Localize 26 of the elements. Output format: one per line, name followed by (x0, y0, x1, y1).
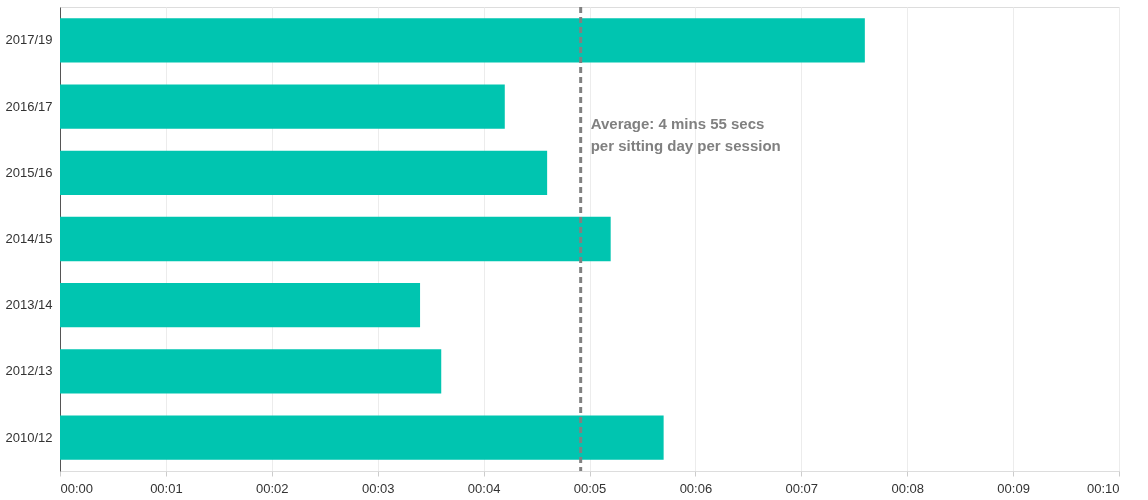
bar (60, 216, 611, 262)
annotation: Average: 4 mins 55 secs per sitting day per session (590, 115, 781, 154)
bar (60, 283, 421, 328)
x-tick-label: 00:07 (785, 480, 819, 496)
bar (60, 415, 664, 460)
x-tick-label: 00:08 (891, 480, 924, 496)
y-tick-label: 2013/14 (5, 297, 53, 313)
y-tick-label: 2016/17 (5, 98, 53, 114)
x-tick-label: 00:04 (467, 480, 501, 496)
bar (60, 84, 505, 129)
x-tick-label: 00:00 (60, 480, 94, 496)
x-tick-label: 00:10 (1086, 480, 1120, 496)
x-tick-label: 00:01 (150, 480, 183, 496)
x-tick-label: 00:02 (256, 480, 289, 496)
y-tick-label: 2010/12 (5, 429, 53, 445)
x-tick-label: 00:06 (679, 480, 713, 496)
bar (60, 18, 865, 63)
bar (60, 349, 442, 394)
y-tick-label: 2017/19 (5, 32, 53, 48)
x-tick-label: 00:03 (361, 480, 395, 496)
y-tick-label: 2012/13 (5, 363, 53, 379)
x-tick-label: 00:05 (573, 480, 607, 496)
y-tick-label: 2014/15 (5, 231, 53, 246)
x-tick-label: 00:09 (997, 480, 1030, 496)
y-tick-label: 2015/16 (5, 164, 53, 180)
bar (60, 150, 548, 195)
